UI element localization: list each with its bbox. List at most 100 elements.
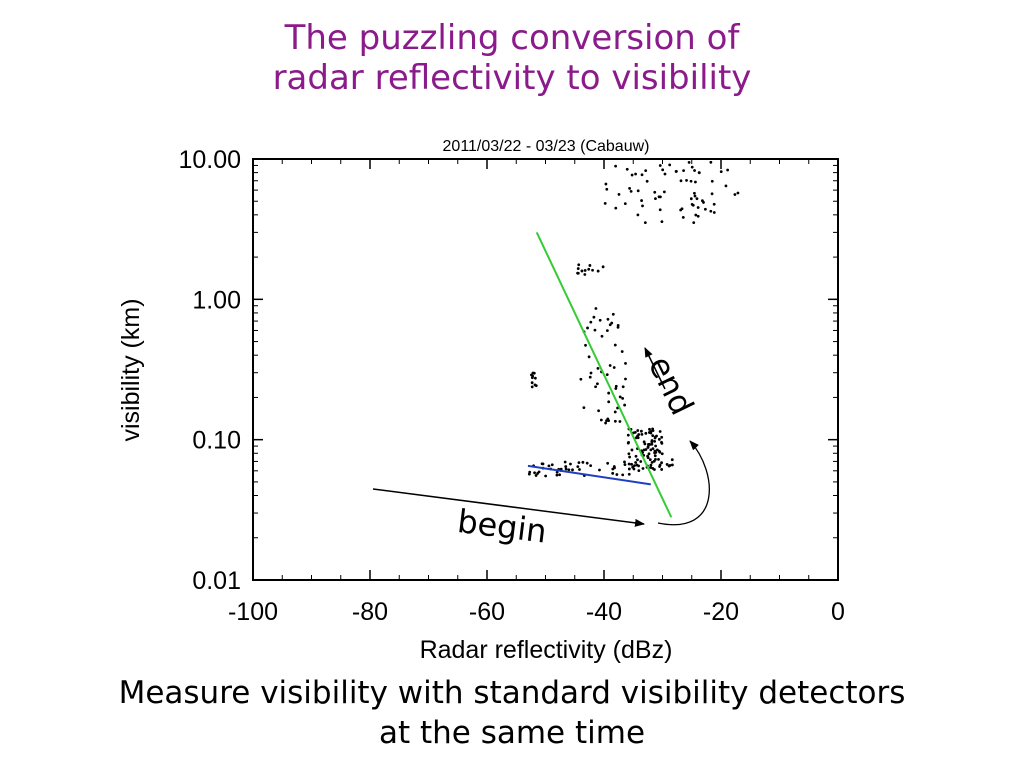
data-point [640, 433, 644, 436]
data-point [617, 192, 621, 196]
data-point [694, 213, 698, 217]
data-point [696, 214, 700, 218]
data-point [657, 195, 661, 199]
data-point [692, 221, 696, 225]
data-point [651, 429, 655, 433]
data-point [530, 385, 534, 389]
data-point [604, 421, 607, 425]
data-point [682, 169, 685, 173]
data-point [599, 418, 603, 422]
data-point [652, 459, 656, 463]
data-point [607, 419, 611, 423]
annotation-arrows [372, 347, 710, 527]
data-point [621, 385, 625, 389]
end-arrow [644, 347, 666, 390]
data-point [625, 167, 629, 171]
data-point [623, 403, 627, 407]
data-point [710, 179, 714, 183]
data-point [644, 448, 648, 451]
caption-line-2: at the same time [378, 715, 646, 751]
data-point [581, 460, 585, 464]
data-point [612, 366, 616, 369]
data-point [547, 464, 551, 468]
data-point [709, 160, 713, 164]
x-tick-label: -80 [352, 598, 388, 626]
data-point [634, 172, 637, 176]
data-point [660, 452, 664, 456]
data-point [697, 171, 701, 175]
data-point [646, 445, 650, 449]
data-point [591, 268, 594, 272]
data-point [608, 364, 612, 367]
data-point [658, 450, 662, 454]
data-point [665, 463, 669, 466]
data-point [596, 269, 600, 273]
data-point [605, 419, 608, 423]
data-point [615, 473, 619, 476]
data-point [577, 263, 581, 267]
data-point [630, 173, 634, 177]
data-point [654, 197, 657, 201]
data-point [696, 206, 700, 209]
data-point [640, 429, 643, 433]
y-axis-label: visibility (km) [117, 298, 145, 441]
data-point [703, 207, 707, 211]
x-axis: -100 -80 -60 -40 -20 0 [228, 159, 845, 626]
slide-title: The puzzling conversion of radar reflect… [0, 18, 1024, 98]
y-tick-label: 0.10 [192, 427, 241, 455]
data-point [654, 444, 658, 448]
data-point [618, 395, 622, 399]
data-point [567, 468, 571, 472]
data-point [614, 384, 618, 388]
data-point [587, 267, 591, 271]
data-point [651, 466, 655, 470]
data-point [531, 374, 535, 378]
data-point [623, 202, 627, 206]
data-point [712, 202, 716, 206]
data-point [589, 320, 593, 324]
data-point [644, 169, 648, 172]
data-point [648, 427, 651, 431]
data-point [634, 461, 638, 464]
data-point [613, 466, 616, 470]
data-point [593, 328, 597, 332]
data-point [724, 184, 728, 188]
data-point [662, 190, 666, 194]
data-point [589, 464, 593, 468]
data-point [624, 377, 627, 381]
data-point [675, 169, 678, 173]
data-point [679, 179, 683, 183]
data-point [653, 451, 657, 455]
data-point [611, 471, 615, 475]
data-point [663, 172, 667, 176]
data-point [643, 221, 647, 225]
data-point [587, 355, 591, 359]
x-tick-label: -40 [586, 598, 622, 626]
data-point [695, 197, 699, 201]
data-point [640, 199, 643, 202]
data-point [712, 211, 716, 214]
data-point [598, 468, 601, 472]
data-point [533, 471, 536, 475]
data-point [582, 406, 586, 410]
data-point [658, 164, 662, 167]
data-point [634, 454, 638, 458]
data-point [534, 474, 538, 477]
data-point [650, 442, 654, 446]
data-point [641, 204, 644, 208]
data-point [544, 474, 548, 478]
data-point [605, 187, 609, 191]
data-points [527, 160, 740, 478]
data-point [627, 462, 631, 466]
fit-lines [527, 231, 673, 518]
data-point [653, 436, 657, 440]
data-point [594, 307, 598, 310]
data-point [585, 461, 589, 465]
data-point [616, 323, 620, 327]
data-point [690, 165, 694, 169]
data-point [605, 373, 609, 377]
data-point [603, 201, 607, 205]
data-point [660, 442, 664, 445]
data-point [640, 173, 644, 177]
data-point [596, 366, 600, 370]
